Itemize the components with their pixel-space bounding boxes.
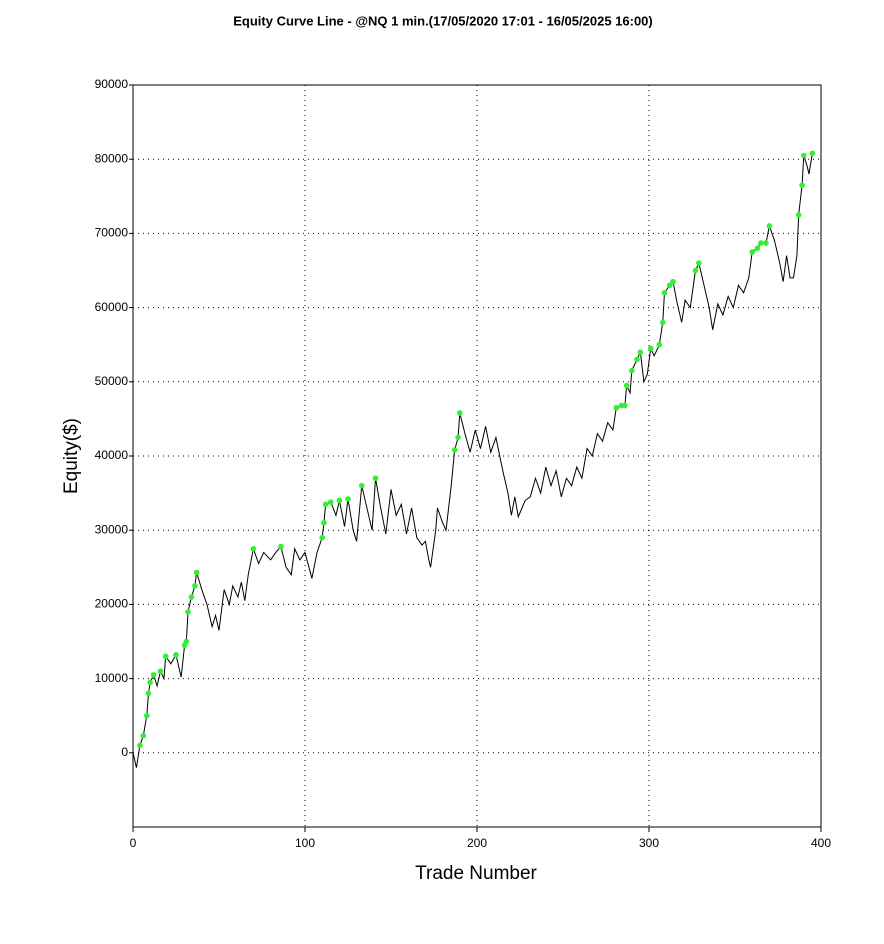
y-tick-label: 40000: [95, 448, 129, 462]
new-high-marker: [659, 319, 666, 326]
y-tick-label: 80000: [95, 151, 129, 165]
y-tick-label: 30000: [95, 522, 129, 536]
new-high-marker: [173, 652, 179, 658]
new-high-marker: [278, 543, 284, 550]
new-high-marker: [754, 245, 761, 252]
new-high-marker: [795, 212, 802, 218]
new-high-marker: [162, 653, 169, 660]
new-high-marker: [799, 182, 805, 188]
new-high-marker: [345, 496, 351, 502]
x-tick-label: 0: [130, 836, 137, 850]
new-high-marker: [692, 267, 699, 274]
new-high-marker: [656, 341, 663, 348]
new-high-marker: [322, 501, 329, 508]
new-high-marker: [358, 482, 365, 489]
chart-title: Equity Curve Line - @NQ 1 min.(17/05/202…: [233, 13, 653, 28]
new-high-marker: [809, 150, 816, 157]
new-high-marker: [629, 367, 635, 374]
new-high-marker: [766, 223, 773, 229]
new-high-marker: [670, 278, 676, 285]
new-high-marker: [147, 679, 153, 686]
new-high-marker: [183, 638, 190, 645]
new-high-marker: [140, 732, 147, 739]
new-high-marker: [321, 519, 327, 526]
y-tick-label: 50000: [95, 374, 129, 388]
new-high-marker: [250, 545, 257, 552]
new-high-marker: [455, 434, 461, 441]
new-high-marker: [666, 282, 673, 289]
new-high-marker: [145, 690, 152, 697]
new-high-marker: [758, 240, 764, 246]
new-high-marker: [457, 410, 463, 416]
new-high-marker: [634, 356, 640, 363]
new-high-marker: [613, 404, 620, 411]
equity-line: [132, 153, 813, 768]
new-high-marker: [137, 742, 143, 749]
x-tick-label: 400: [811, 836, 831, 850]
x-tick-label: 100: [295, 836, 315, 850]
x-tick-label: 200: [467, 836, 487, 850]
new-high-marker: [451, 447, 458, 453]
new-high-marker: [801, 152, 807, 159]
y-tick-label: 90000: [95, 77, 129, 91]
new-high-marker: [661, 289, 668, 296]
new-high-marker: [150, 672, 157, 678]
new-high-marker: [637, 349, 644, 355]
y-tick-label: 20000: [95, 597, 129, 611]
new-high-marker: [185, 609, 191, 615]
y-tick-label: 70000: [95, 226, 129, 240]
new-high-marker: [647, 345, 654, 352]
new-high-marker: [763, 240, 769, 246]
new-high-marker: [193, 569, 200, 576]
new-high-marker: [319, 534, 326, 541]
y-tick-label: 10000: [95, 671, 129, 685]
x-axis-title: Trade Number: [415, 863, 537, 884]
new-high-marker: [749, 249, 755, 255]
new-high-marker: [622, 402, 628, 409]
new-high-marker: [623, 382, 630, 389]
new-high-marker: [328, 499, 334, 505]
new-high-marker: [192, 583, 198, 589]
new-high-marker: [143, 712, 150, 719]
new-high-marker: [696, 260, 702, 266]
y-tick-label: 0: [121, 745, 128, 759]
new-high-marker: [372, 475, 379, 482]
y-tick-label: 60000: [95, 300, 129, 314]
x-tick-label: 300: [639, 836, 659, 850]
new-high-marker: [188, 594, 195, 600]
new-high-marker: [157, 668, 164, 674]
y-axis-title: Equity($): [61, 418, 82, 494]
new-high-marker: [336, 497, 343, 504]
